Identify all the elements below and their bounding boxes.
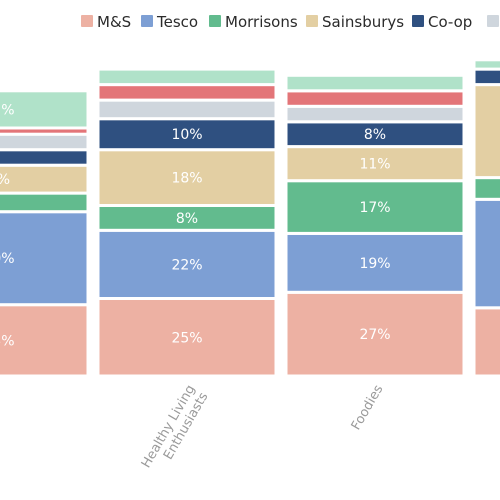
data-label: 10% — [171, 127, 202, 143]
data-label: 18% — [171, 171, 202, 187]
legend-swatch — [487, 15, 499, 27]
legend-label: Tesco — [156, 13, 198, 31]
legend-label: Co-op — [428, 13, 472, 31]
legend-item: Tesco — [141, 13, 198, 31]
data-label: 27% — [359, 327, 390, 343]
data-label: 30% — [0, 251, 15, 267]
bar-segment — [0, 132, 90, 152]
legend-item: Morrisons — [209, 13, 298, 31]
bar-segment — [96, 98, 278, 121]
bar-segment — [0, 163, 90, 195]
bar-segment — [472, 306, 500, 378]
bar-segment — [96, 83, 278, 102]
data-label: 9% — [0, 172, 10, 188]
legend-label: M&S — [97, 13, 131, 31]
legend-swatch — [412, 15, 424, 27]
bar-segment — [0, 126, 90, 136]
legend-swatch — [209, 15, 221, 27]
bar-segment — [284, 145, 466, 183]
legend: M&S Tesco Morrisons Sainsburys Co-op — [81, 13, 499, 31]
bar-segment — [96, 148, 278, 207]
bar-segment — [0, 89, 90, 130]
bar-segment — [472, 58, 500, 71]
bar-segment — [472, 67, 500, 87]
bar-segment — [96, 117, 278, 152]
legend-swatch — [141, 15, 153, 27]
data-label: 8% — [364, 127, 386, 143]
bars: 23% 30% 9% 12% 25% 22% 8% 18% 10% 27% 19% 17% 11% 8% — [0, 58, 500, 378]
bar-segment — [284, 73, 466, 93]
data-label: 8% — [176, 211, 198, 227]
bar-segment — [284, 290, 466, 378]
bar-segment — [96, 297, 278, 378]
legend-label: Morrisons — [225, 13, 298, 31]
bar-segment — [472, 197, 500, 310]
legend-item: Sainsburys — [306, 13, 404, 31]
data-label: 19% — [359, 256, 390, 272]
bar-segment — [0, 191, 90, 214]
bar-1: 23% 30% 9% 12% — [0, 89, 90, 378]
bar-segment — [284, 231, 466, 294]
legend-item: M&S — [81, 13, 131, 31]
legend-swatch — [306, 15, 318, 27]
bar-2: 25% 22% 8% 18% 10% — [96, 67, 278, 378]
category-label: Foodies — [349, 382, 387, 433]
category-label: Healthy LivingEnthusiasts — [139, 382, 212, 478]
legend-label: Sainsburys — [322, 13, 404, 31]
legend-item: Co-op — [412, 13, 472, 31]
bar-segment — [284, 89, 466, 108]
data-label: 22% — [171, 257, 202, 273]
bar-segment — [0, 148, 90, 167]
bar-segment — [0, 210, 90, 307]
bar-segment — [96, 228, 278, 300]
legend-swatch — [81, 15, 93, 27]
data-label: 23% — [0, 333, 15, 349]
bar-segment — [284, 104, 466, 124]
bar-3: 27% 19% 17% 11% 8% — [284, 73, 466, 378]
data-label: 12% — [0, 102, 15, 118]
bar-4 — [472, 58, 500, 378]
bar-segment — [472, 176, 500, 201]
data-label: 11% — [359, 157, 390, 173]
data-label: 25% — [171, 330, 202, 346]
bar-segment — [0, 303, 90, 378]
data-label: 17% — [359, 200, 390, 216]
legend-item — [487, 15, 499, 27]
bar-segment — [96, 67, 278, 87]
bar-segment — [472, 83, 500, 180]
category-labels: Healthy LivingEnthusiasts Foodies — [139, 382, 387, 478]
